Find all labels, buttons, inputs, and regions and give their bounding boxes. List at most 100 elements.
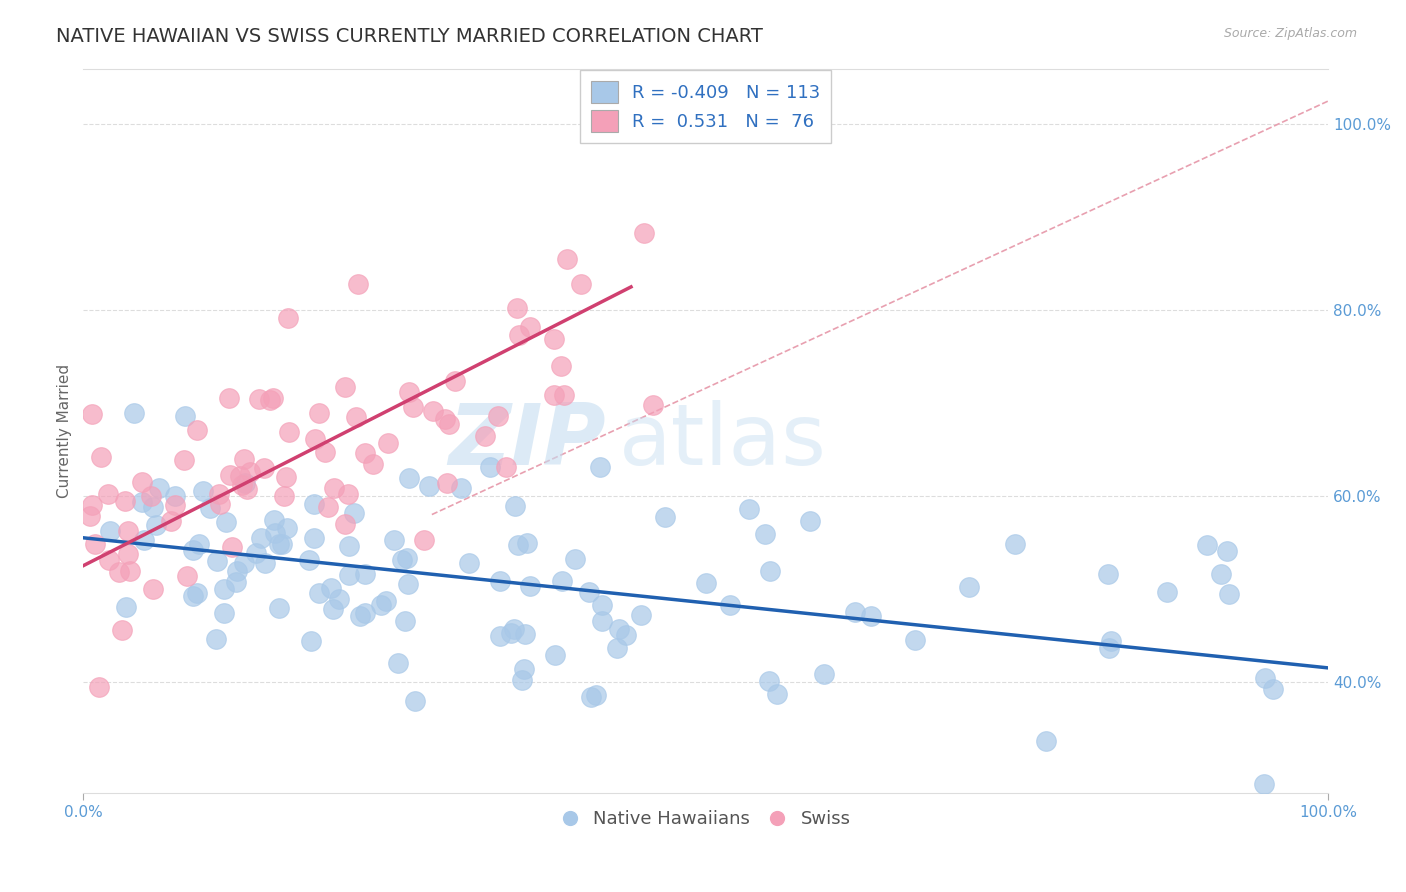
Point: [695, 575, 717, 590]
Point: [302, 497, 325, 511]
Point: [370, 598, 392, 612]
Point: [139, 489, 162, 503]
Point: [277, 311, 299, 326]
Point: [214, 515, 236, 529]
Point: [457, 557, 479, 571]
Point: [193, 484, 215, 499]
Point: [247, 392, 270, 406]
Point: [198, 501, 221, 516]
Point: [186, 423, 208, 437]
Point: [1197, 538, 1219, 552]
Point: [181, 543, 204, 558]
Point: [232, 556, 254, 570]
Point: [1004, 537, 1026, 551]
Point: [117, 547, 139, 561]
Point: [434, 412, 457, 426]
Point: [98, 553, 121, 567]
Point: [754, 527, 776, 541]
Point: [250, 531, 273, 545]
Point: [229, 468, 252, 483]
Point: [148, 481, 170, 495]
Point: [186, 586, 208, 600]
Point: [579, 690, 602, 704]
Point: [302, 531, 325, 545]
Point: [160, 514, 183, 528]
Point: [957, 580, 980, 594]
Point: [323, 481, 346, 495]
Point: [585, 688, 607, 702]
Point: [1261, 682, 1284, 697]
Point: [759, 564, 782, 578]
Point: [422, 404, 444, 418]
Point: [89, 680, 111, 694]
Point: [335, 380, 357, 394]
Point: [519, 578, 541, 592]
Point: [633, 226, 655, 240]
Point: [343, 507, 366, 521]
Point: [233, 476, 256, 491]
Point: [904, 632, 927, 647]
Point: [614, 628, 637, 642]
Point: [569, 277, 592, 291]
Point: [122, 406, 145, 420]
Point: [418, 479, 440, 493]
Point: [269, 601, 291, 615]
Point: [79, 508, 101, 523]
Point: [506, 538, 529, 552]
Point: [382, 533, 405, 548]
Point: [765, 687, 787, 701]
Point: [98, 524, 121, 539]
Point: [607, 622, 630, 636]
Point: [395, 551, 418, 566]
Point: [165, 489, 187, 503]
Point: [553, 388, 575, 402]
Point: [479, 460, 502, 475]
Point: [799, 514, 821, 528]
Point: [486, 409, 509, 424]
Point: [269, 537, 291, 551]
Point: [218, 468, 240, 483]
Point: [505, 301, 527, 315]
Point: [111, 623, 134, 637]
Point: [304, 432, 326, 446]
Point: [253, 461, 276, 475]
Point: [519, 319, 541, 334]
Point: [495, 459, 517, 474]
Point: [322, 602, 344, 616]
Point: [354, 567, 377, 582]
Point: [398, 384, 420, 399]
Point: [606, 640, 628, 655]
Point: [489, 574, 512, 588]
Point: [1098, 641, 1121, 656]
Point: [437, 417, 460, 432]
Point: [402, 400, 425, 414]
Point: [205, 632, 228, 647]
Point: [654, 509, 676, 524]
Point: [813, 666, 835, 681]
Point: [108, 566, 131, 580]
Point: [387, 657, 409, 671]
Point: [513, 627, 536, 641]
Point: [336, 487, 359, 501]
Point: [1211, 567, 1233, 582]
Point: [142, 582, 165, 597]
Point: [114, 599, 136, 614]
Point: [589, 460, 612, 475]
Point: [259, 392, 281, 407]
Text: ZIP: ZIP: [449, 401, 606, 483]
Point: [396, 577, 419, 591]
Point: [344, 409, 367, 424]
Point: [508, 328, 530, 343]
Point: [131, 495, 153, 509]
Point: [221, 540, 243, 554]
Point: [758, 673, 780, 688]
Point: [1156, 585, 1178, 599]
Point: [499, 626, 522, 640]
Point: [1099, 634, 1122, 648]
Point: [274, 470, 297, 484]
Point: [208, 487, 231, 501]
Point: [319, 581, 342, 595]
Point: [83, 537, 105, 551]
Point: [844, 605, 866, 619]
Point: [489, 629, 512, 643]
